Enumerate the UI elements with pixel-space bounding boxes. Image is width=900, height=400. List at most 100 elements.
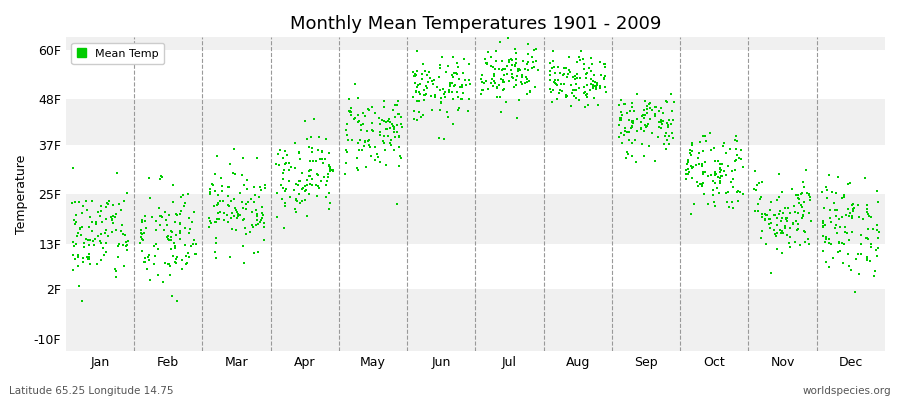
- Point: [597, 75, 611, 81]
- Point: [319, 182, 333, 188]
- Point: [863, 258, 878, 264]
- Point: [76, 255, 90, 261]
- Point: [684, 163, 698, 169]
- Point: [526, 58, 540, 65]
- Point: [245, 208, 259, 215]
- Point: [570, 75, 584, 81]
- Point: [408, 73, 422, 80]
- Point: [487, 78, 501, 84]
- Point: [794, 190, 808, 197]
- Point: [586, 82, 600, 88]
- Point: [248, 192, 262, 198]
- Point: [866, 226, 880, 232]
- Point: [835, 194, 850, 201]
- Point: [583, 86, 598, 93]
- Point: [442, 86, 456, 93]
- Point: [311, 172, 326, 178]
- Point: [706, 192, 721, 198]
- Point: [227, 212, 241, 219]
- Point: [157, 227, 171, 234]
- Point: [649, 104, 663, 110]
- Point: [409, 71, 423, 78]
- Point: [82, 251, 96, 257]
- Point: [298, 118, 312, 124]
- Point: [819, 187, 833, 193]
- Point: [614, 116, 628, 122]
- Point: [66, 164, 80, 171]
- Point: [648, 158, 662, 164]
- Point: [165, 228, 179, 235]
- Point: [634, 119, 648, 125]
- Point: [783, 234, 797, 240]
- Point: [641, 120, 655, 127]
- Point: [222, 203, 237, 209]
- Point: [748, 168, 762, 175]
- Point: [790, 192, 805, 198]
- Point: [419, 71, 434, 78]
- Point: [108, 227, 122, 233]
- Point: [72, 282, 86, 289]
- Point: [773, 227, 788, 233]
- Point: [785, 185, 799, 192]
- Point: [95, 219, 110, 226]
- Point: [255, 204, 269, 210]
- Point: [76, 240, 91, 246]
- Point: [598, 84, 613, 90]
- Point: [276, 170, 291, 176]
- Point: [721, 189, 735, 196]
- Point: [860, 255, 874, 262]
- Point: [511, 66, 526, 72]
- Point: [648, 104, 662, 110]
- Point: [184, 219, 199, 225]
- Point: [206, 182, 220, 188]
- Point: [181, 191, 195, 197]
- Point: [802, 210, 816, 216]
- Point: [79, 198, 94, 204]
- Point: [255, 215, 269, 221]
- Point: [747, 186, 761, 192]
- Point: [728, 133, 742, 139]
- Point: [655, 110, 670, 116]
- Point: [620, 149, 634, 156]
- Point: [708, 158, 723, 164]
- Point: [433, 65, 447, 72]
- Point: [572, 84, 586, 91]
- Point: [105, 229, 120, 235]
- Point: [359, 164, 374, 171]
- Point: [250, 213, 265, 219]
- Point: [566, 74, 580, 80]
- Point: [719, 150, 733, 156]
- Point: [443, 81, 457, 88]
- Point: [392, 111, 406, 117]
- Point: [508, 76, 523, 83]
- Point: [704, 147, 718, 154]
- Point: [490, 94, 504, 100]
- Point: [164, 237, 178, 243]
- Point: [253, 184, 267, 190]
- Point: [564, 90, 579, 96]
- Point: [487, 71, 501, 77]
- Point: [150, 272, 165, 279]
- Point: [418, 92, 432, 98]
- Point: [498, 72, 512, 78]
- Point: [680, 159, 695, 165]
- Point: [410, 82, 425, 88]
- Point: [497, 78, 511, 85]
- Point: [344, 111, 358, 118]
- Point: [408, 73, 422, 79]
- Point: [713, 169, 727, 176]
- Point: [377, 118, 392, 124]
- Point: [254, 187, 268, 193]
- Point: [161, 261, 176, 267]
- Point: [167, 245, 182, 251]
- Point: [188, 241, 202, 247]
- Point: [720, 199, 734, 205]
- Point: [664, 91, 679, 97]
- Point: [211, 210, 225, 216]
- Point: [815, 219, 830, 226]
- Point: [803, 197, 817, 203]
- Point: [94, 208, 108, 214]
- Point: [239, 201, 254, 207]
- Point: [579, 92, 593, 99]
- Point: [836, 260, 850, 266]
